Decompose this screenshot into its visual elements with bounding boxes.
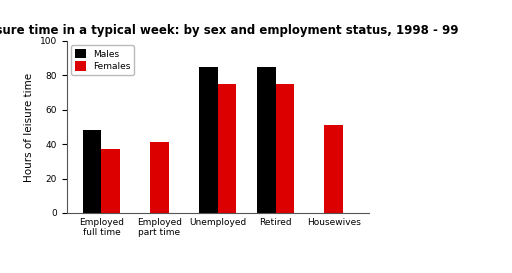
Legend: Males, Females: Males, Females bbox=[71, 46, 134, 75]
Y-axis label: Hours of leisure time: Hours of leisure time bbox=[24, 72, 34, 182]
Bar bbox=[101, 149, 120, 213]
Bar bbox=[218, 84, 236, 213]
Bar bbox=[150, 143, 169, 213]
Bar bbox=[325, 125, 343, 213]
Bar bbox=[199, 67, 218, 213]
Bar bbox=[257, 67, 275, 213]
Bar bbox=[83, 130, 101, 213]
Bar bbox=[275, 84, 294, 213]
Title: Leisure time in a typical week: by sex and employment status, 1998 - 99: Leisure time in a typical week: by sex a… bbox=[0, 24, 459, 37]
